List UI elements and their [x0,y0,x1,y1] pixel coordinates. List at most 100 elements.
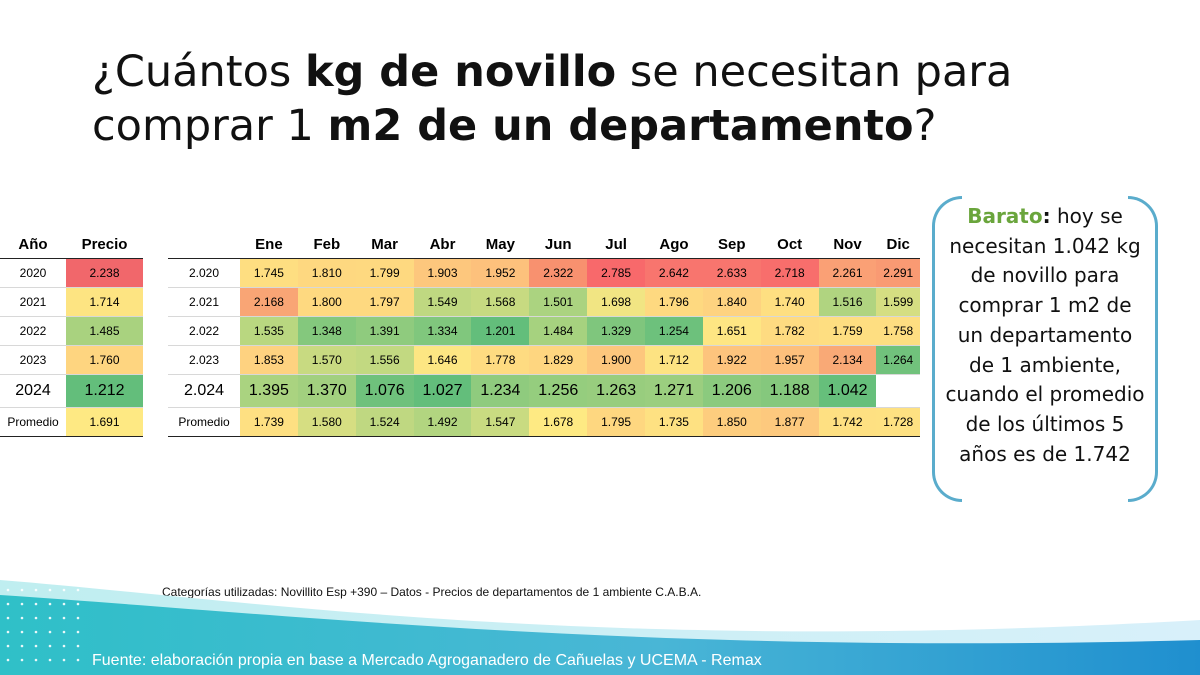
value-cell: 1.264 [876,345,920,375]
monthly-price-table: Ene Feb Mar Abr May Jun Jul Ago Sep Oct Nov Dic 2.0… [168,231,920,437]
value-cell: 1.395 [240,374,298,408]
title-text: ? [913,101,937,151]
value-cell: 1.076 [355,374,414,408]
table-row: 2.021 2.168 1.800 1.797 1.549 1.568 1.501 1.698… [168,287,920,317]
slide-title: ¿Cuántos kg de novillo se necesitan para… [92,45,1092,153]
value-cell: 1.188 [760,374,819,408]
annual-price-table: Año Precio 2020 2.238 2021 1.714 2022 1.485 20… [0,231,143,437]
value-cell: 1.391 [355,316,414,346]
callout-colon: : [1042,204,1051,228]
row-label: Promedio [168,407,240,437]
row-label: 2.022 [168,316,240,346]
column-header-month: Mar [355,231,414,259]
value-cell: 1.678 [529,407,588,437]
value-cell: 2.785 [587,258,646,288]
table-row: 2020 2.238 [0,258,143,288]
table-row: 2021 1.714 [0,287,143,317]
price-cell: 1.691 [66,407,143,437]
value-cell: 1.206 [702,374,761,408]
row-label: 2023 [0,345,66,375]
value-cell: 1.370 [297,374,356,408]
value-cell: 1.952 [471,258,530,288]
value-cell: 1.042 [818,374,877,408]
callout-box: Barato: hoy se necesitan 1.042 kg de nov… [932,196,1158,502]
value-cell: 1.535 [240,316,298,346]
column-header-month: May [471,231,530,259]
value-cell: 1.568 [471,287,530,317]
value-cell: 1.516 [818,287,877,317]
row-label: 2.020 [168,258,240,288]
value-cell: 1.256 [529,374,588,408]
column-header-price: Precio [66,231,143,259]
value-cell: 2.718 [760,258,819,288]
callout-highlight: Barato [967,204,1043,228]
value-cell: 1.698 [587,287,646,317]
value-cell: 1.646 [413,345,472,375]
value-cell: 1.492 [413,407,472,437]
price-cell: 1.485 [66,316,143,346]
value-cell: 1.795 [587,407,646,437]
value-cell: 1.740 [760,287,819,317]
value-cell: 1.201 [471,316,530,346]
column-header-month: Ene [240,231,298,259]
value-cell: 1.524 [355,407,414,437]
value-cell: 1.796 [645,287,703,317]
value-cell: 1.797 [355,287,414,317]
annual-table-body: 2020 2.238 2021 1.714 2022 1.485 2023 1.760 2024… [0,258,143,437]
column-header-month: Jul [587,231,646,259]
title-text: se necesitan para comprar 1 [92,47,1013,151]
value-cell: 1.800 [297,287,356,317]
column-header-month: Jun [529,231,588,259]
value-cell: 1.799 [355,258,414,288]
title-bold-text: m2 de un departamento [327,101,914,151]
table-row: Promedio 1.739 1.580 1.524 1.492 1.547 1.678 1.… [168,407,920,437]
value-cell: 1.501 [529,287,588,317]
value-cell: 1.829 [529,345,588,375]
value-cell: 1.759 [818,316,877,346]
column-header-blank [168,231,240,259]
value-cell: 1.580 [297,407,356,437]
value-cell: 1.739 [240,407,298,437]
monthly-table-body: 2.020 1.745 1.810 1.799 1.903 1.952 2.322 2.785… [168,258,920,437]
value-cell: 1.549 [413,287,472,317]
value-cell: 1.599 [876,287,920,317]
value-cell: 1.810 [297,258,356,288]
value-cell: 1.712 [645,345,703,375]
value-cell: 1.853 [240,345,298,375]
price-cell: 1.212 [66,374,143,408]
value-cell: 1.742 [818,407,877,437]
value-cell: 1.547 [471,407,530,437]
table-row: 2023 1.760 [0,345,143,375]
value-cell: 2.633 [702,258,761,288]
value-cell [876,374,920,408]
price-cell: 2.238 [66,258,143,288]
value-cell: 1.329 [587,316,646,346]
table-row: 2.022 1.535 1.348 1.391 1.334 1.201 1.484 1.329… [168,316,920,346]
value-cell: 1.900 [587,345,646,375]
value-cell: 1.027 [413,374,472,408]
table-row: Promedio 1.691 [0,407,143,437]
categories-note: Categorías utilizadas: Novillito Esp +39… [162,585,702,599]
value-cell: 1.758 [876,316,920,346]
price-cell: 1.714 [66,287,143,317]
value-cell: 1.556 [355,345,414,375]
row-label: 2024 [0,374,66,408]
column-header-month: Oct [760,231,819,259]
column-header-month: Sep [702,231,761,259]
value-cell: 1.484 [529,316,588,346]
table-row: 2.023 1.853 1.570 1.556 1.646 1.778 1.829 1.900… [168,345,920,375]
value-cell: 1.348 [297,316,356,346]
value-cell: 2.291 [876,258,920,288]
row-label: 2020 [0,258,66,288]
monthly-table-header: Ene Feb Mar Abr May Jun Jul Ago Sep Oct Nov Dic [168,231,920,259]
column-header-year: Año [0,231,66,259]
column-header-month: Ago [645,231,703,259]
table-row: 2.020 1.745 1.810 1.799 1.903 1.952 2.322 2.785… [168,258,920,288]
value-cell: 1.254 [645,316,703,346]
title-bold-text: kg de novillo [304,47,617,97]
value-cell: 2.261 [818,258,877,288]
value-cell: 2.322 [529,258,588,288]
value-cell: 2.168 [240,287,298,317]
value-cell: 1.922 [702,345,761,375]
callout-text: Barato: hoy se necesitan 1.042 kg de nov… [944,202,1146,469]
